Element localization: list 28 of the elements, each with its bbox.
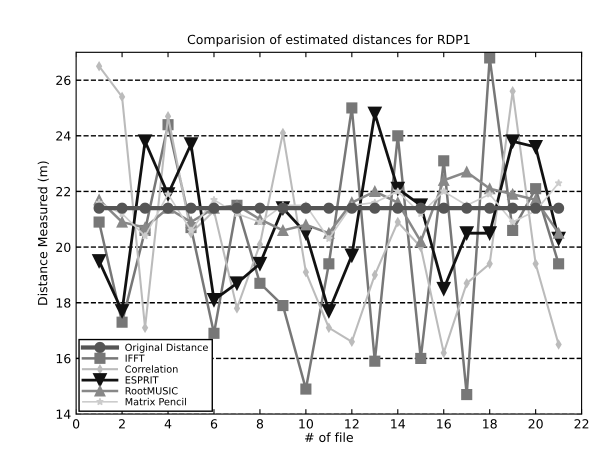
- y-tick-label: 26: [56, 76, 70, 86]
- legend-label: Matrix Pencil: [126, 398, 186, 406]
- x-tick-label: 22: [574, 419, 588, 428]
- x-tick-label: 8: [256, 419, 264, 429]
- x-tick-label: 10: [299, 419, 314, 429]
- y-tick-label: 20: [56, 242, 70, 252]
- x-tick-label: 4: [164, 419, 172, 428]
- y-tick-label: 18: [56, 298, 70, 308]
- legend-label: Original Distance: [125, 343, 208, 353]
- y-tick-label: 22: [56, 186, 70, 196]
- x-tick-label: 0: [72, 419, 80, 429]
- x-tick-label: 20: [528, 419, 543, 429]
- chart-title: Comparision of estimated distances for RDP1: [188, 34, 470, 47]
- y-tick-label: 14: [56, 410, 71, 419]
- legend-label: ESPRIT: [126, 376, 159, 384]
- x-axis-title: # of file: [305, 432, 353, 442]
- x-tick-label: 18: [483, 419, 497, 429]
- x-tick-label: 2: [119, 419, 125, 428]
- x-tick-label: 16: [437, 419, 451, 429]
- x-tick-label: 14: [391, 419, 406, 428]
- y-tick-label: 24: [56, 131, 71, 141]
- legend-label: IFFT: [126, 354, 145, 362]
- legend-label: RootMUSIC: [126, 387, 178, 394]
- y-tick-label: 16: [56, 354, 70, 364]
- x-tick-label: 6: [210, 419, 218, 429]
- x-tick-label: 12: [345, 419, 359, 428]
- legend-label: Correlation: [125, 365, 178, 373]
- y-axis-title: Distance Measured (m): [38, 161, 49, 305]
